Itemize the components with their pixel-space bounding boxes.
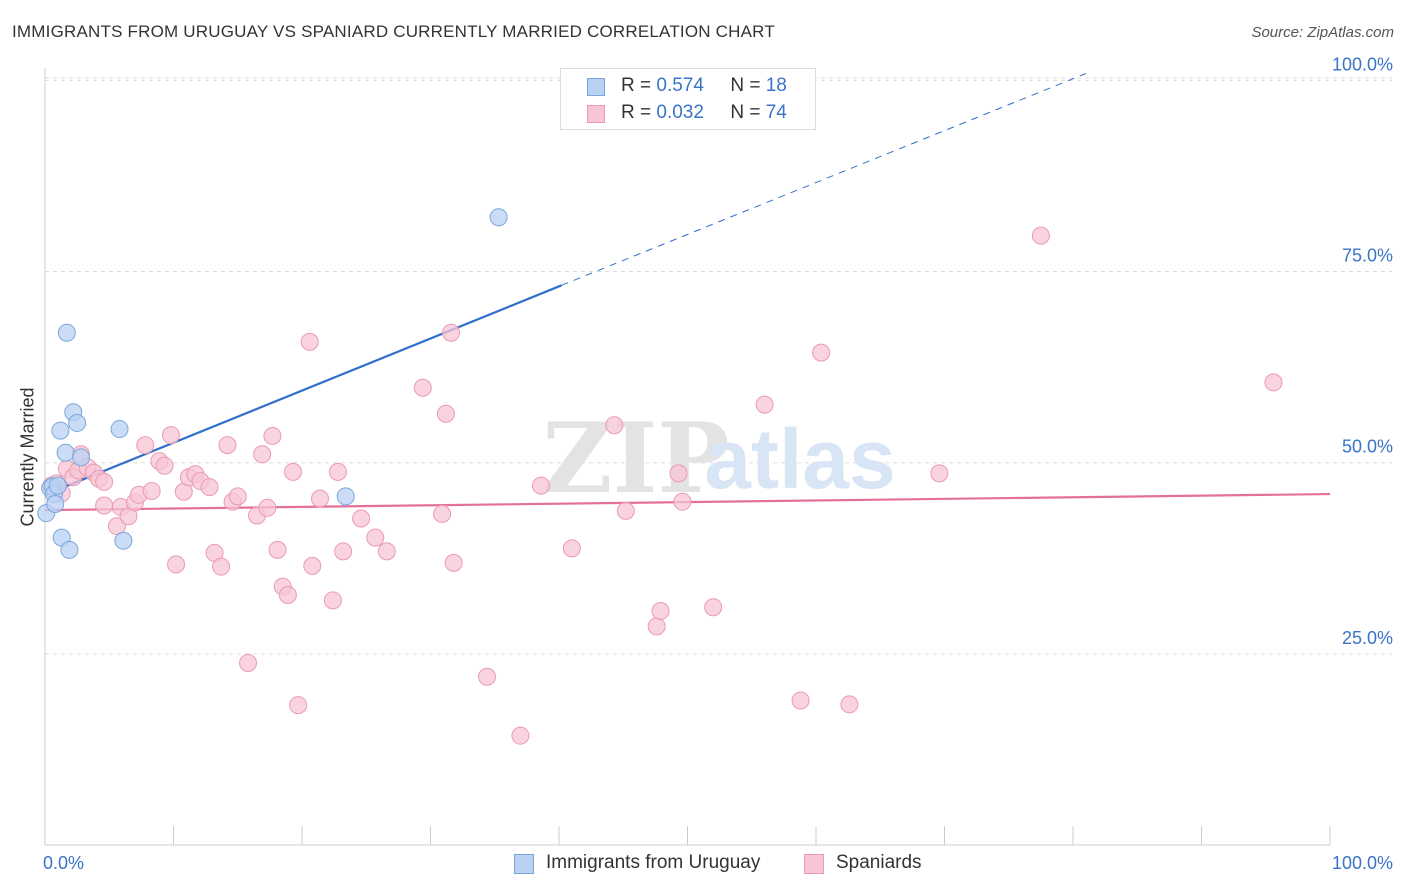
chart-source: Source: ZipAtlas.com: [1251, 24, 1394, 41]
spaniard-point: [303, 556, 322, 575]
spaniard-point: [840, 695, 859, 714]
spaniard-point: [212, 557, 231, 576]
watermark-atlas: atlas: [704, 412, 895, 506]
spaniard-point: [161, 426, 180, 445]
legend-text-spaniards: R = 0.032 N = 74: [621, 102, 787, 124]
spaniard-point: [253, 445, 272, 464]
chart-title: IMMIGRANTS FROM URUGUAY VS SPANIARD CURR…: [12, 22, 775, 41]
spaniards-swatch: [587, 105, 605, 123]
data-points: [37, 208, 1283, 745]
uruguay-point: [46, 494, 65, 513]
spaniard-point: [289, 696, 308, 715]
spaniard-point: [755, 395, 774, 414]
spaniard-point: [263, 426, 282, 445]
spaniard-point: [258, 498, 277, 517]
uruguay-point: [114, 531, 133, 550]
spaniard-point: [616, 501, 635, 520]
r-label: R =: [621, 75, 652, 96]
uruguay-point: [57, 323, 76, 342]
spaniard-point: [323, 591, 342, 610]
x-tick-label: 100.0%: [1332, 853, 1393, 873]
spaniard-point: [352, 509, 371, 528]
spaniard-point: [605, 416, 624, 435]
spaniard-point: [651, 602, 670, 621]
uruguay-point: [48, 476, 67, 495]
spaniards-swatch: [804, 854, 824, 874]
spaniard-point: [442, 323, 461, 342]
uruguay-point: [110, 420, 129, 439]
y-axis-title: Currently Married: [17, 387, 38, 527]
spaniard-point: [95, 472, 114, 491]
spaniard-point: [812, 343, 831, 362]
n-label: N =: [730, 75, 761, 96]
spaniard-point: [167, 555, 186, 574]
r-label: R =: [621, 102, 652, 123]
uruguay-point: [51, 421, 70, 440]
spaniard-point: [647, 617, 666, 636]
axes: [44, 68, 1331, 846]
spaniard-point: [268, 540, 287, 559]
uruguay-point: [56, 443, 75, 462]
spaniard-point: [278, 585, 297, 604]
uruguay-point: [68, 413, 87, 432]
tick-labels: 25.0% 50.0% 75.0% 100.0% 0.0% 100.0%: [43, 54, 1393, 873]
spaniard-point: [511, 726, 530, 745]
spaniard-point: [669, 464, 688, 483]
spaniard-point: [704, 598, 723, 617]
uruguay-trend-extension: [561, 73, 1087, 286]
uruguay-swatch: [587, 78, 605, 96]
spaniard-point: [436, 404, 455, 423]
watermark-zip: ZIP: [542, 402, 729, 515]
spaniard-point: [95, 496, 114, 515]
spaniard-point: [444, 553, 463, 572]
spaniard-point: [532, 476, 551, 495]
spaniard-point: [366, 528, 385, 547]
spaniard-point: [136, 436, 155, 455]
x-tick-label: 0.0%: [43, 853, 84, 873]
correlation-legend: R = 0.574 N = 18 R = 0.032 N = 74: [560, 68, 816, 130]
grid-lines: [45, 77, 1392, 655]
spaniard-point: [1264, 373, 1283, 392]
y-tick-label: 25.0%: [1342, 628, 1393, 648]
n-value: 74: [765, 102, 787, 123]
y-tick-label: 75.0%: [1342, 246, 1393, 266]
spaniard-point: [433, 504, 452, 523]
spaniard-point: [413, 378, 432, 397]
n-value: 18: [765, 75, 787, 96]
bottom-legend-label: Spaniards: [836, 852, 922, 873]
spaniard-point: [377, 542, 396, 561]
spaniard-point: [284, 462, 303, 481]
spaniard-point: [300, 332, 319, 351]
n-label: N =: [730, 102, 761, 123]
uruguay-point: [71, 448, 90, 467]
r-value: 0.574: [656, 75, 704, 96]
watermark: ZIP atlas: [542, 402, 895, 515]
uruguay-point: [60, 540, 79, 559]
uruguay-point: [489, 208, 508, 227]
spaniard-point: [334, 542, 353, 561]
spaniard-point: [562, 539, 581, 558]
spaniard-point: [478, 667, 497, 686]
spaniard-point: [310, 489, 329, 508]
spaniard-point: [142, 481, 161, 500]
spaniard-point: [228, 487, 247, 506]
spaniard-point: [791, 691, 810, 710]
uruguay-swatch: [514, 854, 534, 874]
spaniard-point: [218, 436, 237, 455]
spaniard-point: [930, 464, 949, 483]
r-value: 0.032: [656, 102, 704, 123]
uruguay-trend-line: [44, 284, 562, 496]
legend-text-uruguay: R = 0.574 N = 18: [621, 75, 787, 97]
spaniard-point: [239, 654, 258, 673]
spaniard-point: [1031, 226, 1050, 245]
y-tick-label: 100.0%: [1332, 54, 1393, 74]
uruguay-point: [336, 487, 355, 506]
y-tick-label: 50.0%: [1342, 437, 1393, 457]
spaniard-point: [328, 462, 347, 481]
spaniard-point: [673, 492, 692, 511]
bottom-legend-label: Immigrants from Uruguay: [546, 852, 761, 873]
spaniard-point: [200, 478, 219, 497]
spaniard-point: [155, 456, 174, 475]
